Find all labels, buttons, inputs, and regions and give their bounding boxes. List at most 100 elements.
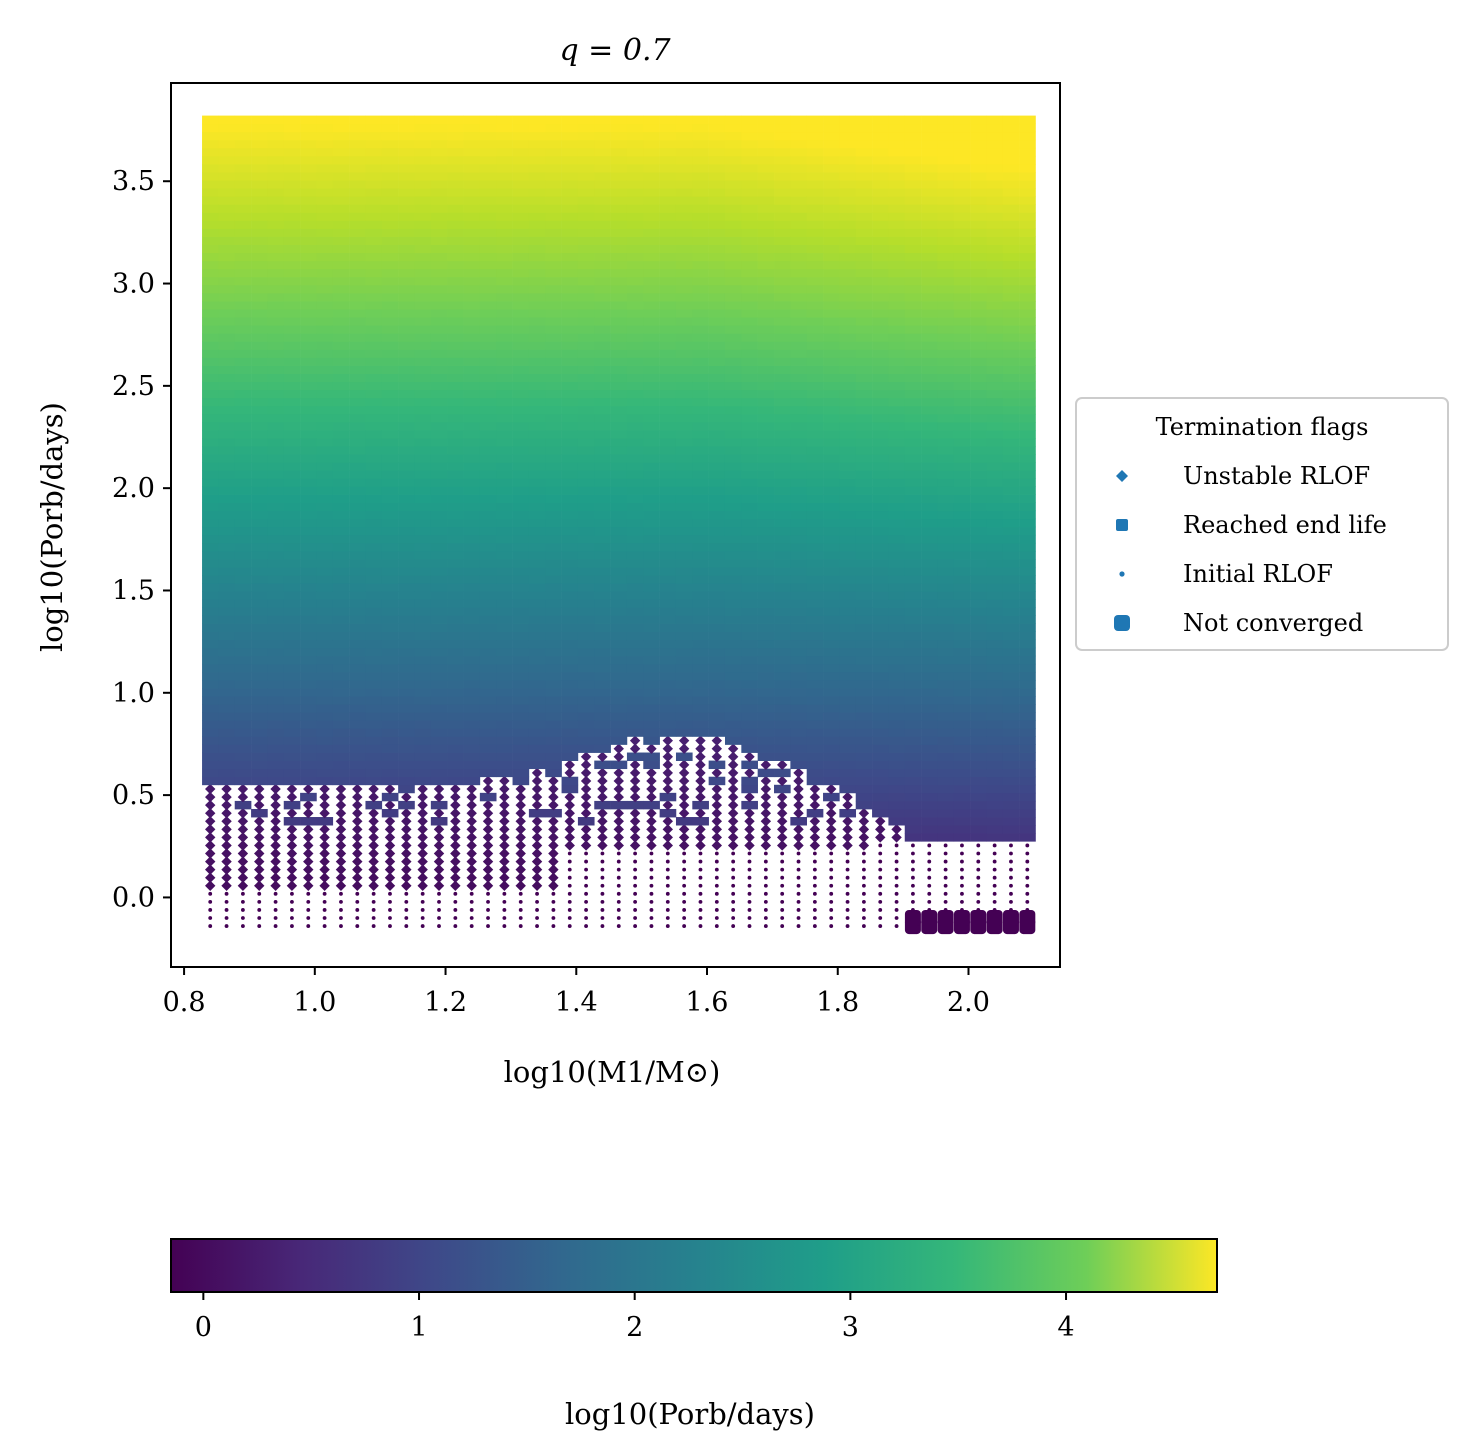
point-reached-end-life	[692, 494, 709, 503]
point-reached-end-life	[774, 220, 791, 229]
point-reached-end-life	[463, 575, 481, 584]
point-reached-end-life	[545, 510, 562, 520]
point-reached-end-life	[659, 123, 677, 133]
point-reached-end-life	[267, 292, 285, 302]
point-reached-end-life	[626, 131, 644, 141]
point-reached-end-life	[234, 188, 252, 197]
point-reached-end-life	[953, 123, 971, 133]
point-reached-end-life	[414, 268, 432, 278]
point-reached-end-life	[872, 712, 889, 721]
point-initial-rlof	[355, 924, 360, 928]
point-reached-end-life	[365, 534, 383, 544]
point-reached-end-life	[724, 397, 742, 407]
point-reached-end-life	[659, 131, 677, 141]
point-reached-end-life	[463, 663, 481, 673]
point-reached-end-life	[970, 559, 987, 568]
point-reached-end-life	[332, 349, 350, 358]
point-reached-end-life	[561, 591, 579, 600]
point-reached-end-life	[953, 647, 971, 657]
point-reached-end-life	[724, 365, 742, 374]
point-reached-end-life	[512, 679, 530, 689]
point-reached-end-life	[202, 244, 219, 254]
point-reached-end-life	[283, 301, 301, 310]
point-reached-end-life	[349, 155, 366, 165]
point-reached-end-life	[577, 430, 595, 439]
point-reached-end-life	[283, 720, 301, 729]
point-reached-end-life	[398, 325, 415, 334]
point-reached-end-life	[872, 204, 889, 213]
point-initial-rlof	[862, 851, 866, 856]
point-reached-end-life	[300, 615, 317, 624]
point-reached-end-life	[610, 567, 628, 576]
point-reached-end-life	[970, 736, 987, 745]
point-reached-end-life	[332, 720, 350, 729]
point-unstable-rlof	[384, 824, 396, 835]
point-reached-end-life	[675, 647, 693, 657]
point-reached-end-life	[986, 510, 1004, 520]
point-reached-end-life	[300, 623, 317, 632]
point-reached-end-life	[267, 478, 285, 487]
point-reached-end-life	[1002, 808, 1020, 818]
point-reached-end-life	[921, 825, 938, 834]
point-initial-rlof	[943, 875, 948, 880]
point-reached-end-life	[1002, 696, 1020, 705]
point-reached-end-life	[839, 236, 857, 245]
point-reached-end-life	[512, 704, 530, 713]
point-reached-end-life	[365, 663, 383, 673]
point-unstable-rlof	[760, 799, 772, 811]
point-unstable-rlof	[776, 759, 788, 771]
point-reached-end-life	[332, 679, 350, 689]
point-reached-end-life	[659, 155, 677, 165]
point-reached-end-life	[349, 147, 366, 157]
point-reached-end-life	[823, 115, 840, 125]
point-reached-end-life	[872, 220, 889, 229]
point-reached-end-life	[855, 454, 873, 463]
point-unstable-rlof	[401, 864, 412, 875]
point-initial-rlof	[388, 908, 392, 912]
point-reached-end-life	[512, 655, 530, 665]
point-reached-end-life	[300, 228, 317, 237]
point-initial-rlof	[616, 883, 621, 888]
point-initial-rlof	[731, 908, 736, 912]
point-reached-end-life	[806, 163, 824, 173]
point-initial-rlof	[371, 908, 376, 912]
point-reached-end-life	[463, 647, 481, 657]
point-reached-end-life	[316, 131, 334, 141]
point-reached-end-life	[251, 365, 268, 374]
point-reached-end-life	[806, 808, 824, 818]
point-reached-end-life	[414, 688, 432, 697]
point-reached-end-life	[332, 413, 350, 423]
point-reached-end-life	[937, 317, 955, 326]
point-reached-end-life	[675, 413, 693, 423]
point-reached-end-life	[594, 454, 611, 463]
point-reached-end-life	[512, 365, 530, 374]
point-unstable-rlof	[205, 824, 216, 835]
point-reached-end-life	[398, 397, 415, 407]
point-reached-end-life	[545, 212, 562, 221]
point-reached-end-life	[692, 357, 709, 366]
point-reached-end-life	[921, 341, 938, 350]
point-reached-end-life	[332, 704, 350, 713]
point-reached-end-life	[888, 704, 906, 713]
point-reached-end-life	[218, 365, 236, 374]
point-reached-end-life	[855, 567, 873, 576]
point-reached-end-life	[986, 639, 1004, 649]
point-reached-end-life	[986, 268, 1004, 278]
point-reached-end-life	[381, 284, 399, 294]
point-unstable-rlof	[531, 880, 543, 891]
point-reached-end-life	[921, 276, 938, 286]
point-initial-rlof	[927, 843, 932, 848]
point-reached-end-life	[774, 421, 791, 431]
point-reached-end-life	[872, 663, 889, 673]
point-reached-end-life	[316, 389, 334, 399]
point-reached-end-life	[577, 236, 595, 245]
point-reached-end-life	[430, 567, 448, 576]
point-reached-end-life	[594, 236, 611, 245]
point-reached-end-life	[806, 115, 824, 125]
point-reached-end-life	[839, 204, 857, 213]
point-reached-end-life	[430, 373, 448, 383]
point-reached-end-life	[430, 663, 448, 673]
point-reached-end-life	[790, 325, 807, 334]
point-reached-end-life	[757, 744, 775, 753]
point-reached-end-life	[463, 413, 481, 423]
